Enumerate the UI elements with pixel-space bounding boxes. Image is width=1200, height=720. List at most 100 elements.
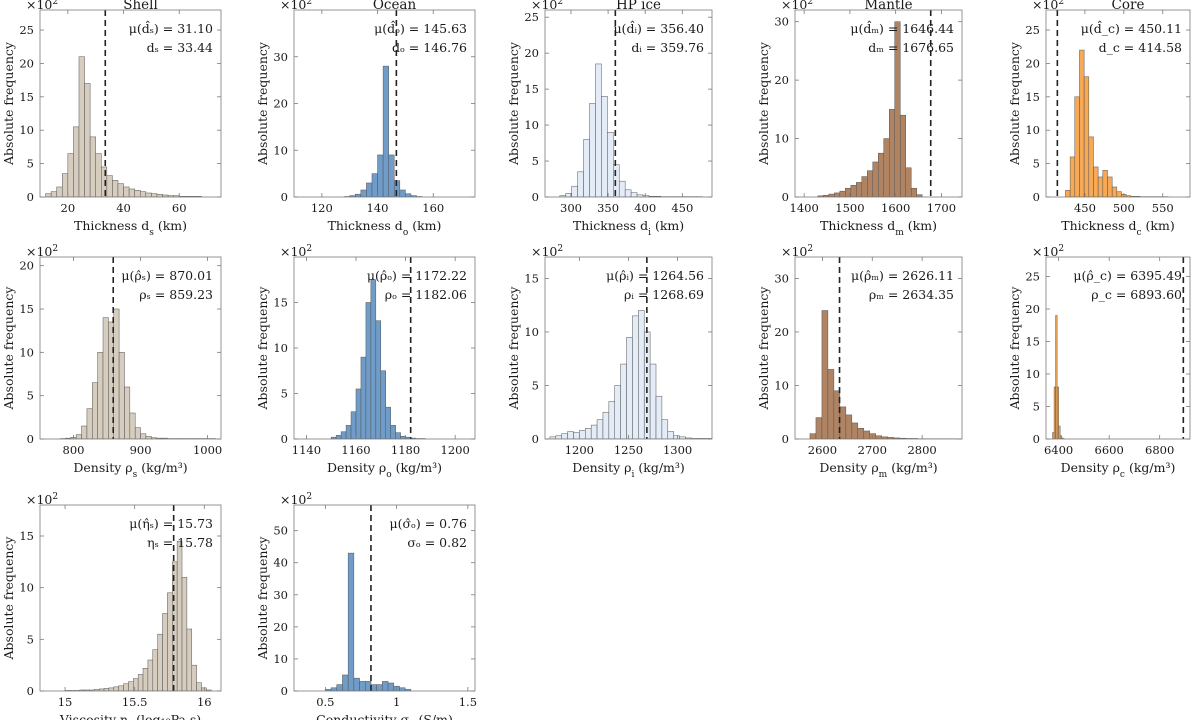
x-tick-label: 550 [1152,201,1174,215]
histogram-bars [549,310,712,439]
histogram-bars [817,21,923,197]
y-scale-multiplier: ×102 [26,0,58,12]
histogram-bars [559,63,703,197]
histogram-bar [839,190,846,197]
y-axis-label: Absolute frequency [1,536,16,661]
histogram-bar [602,411,610,439]
panel-ice-density: 1200 1250 1300 0 5 10 15 Density ρi (kg/m³) Abso… [506,244,713,480]
x-axis-label: Density ρs (kg/m³) [73,460,187,480]
histogram-bar [387,682,395,691]
x-tick-label: 60 [172,201,187,215]
y-tick-label: 10 [1025,367,1040,381]
y-tick-label: 15 [1025,335,1040,349]
histogram-bar [399,687,406,691]
histogram-bar [590,424,598,439]
histogram-bar [851,422,859,439]
histogram-bar [345,425,352,439]
y-tick-label: 0 [27,190,34,204]
y-tick-label: 0 [532,190,539,204]
x-tick-label: 20 [61,201,76,215]
histogram-bar [596,419,604,439]
histogram-bar [875,435,882,439]
histogram-bar [867,170,874,197]
histogram-bar [196,682,202,691]
axes-frame [293,504,476,692]
x-tick-label: 120 [311,201,333,215]
panel-mantle-density: 2600 2700 2800 0 10 20 30 Density ρm (kg/m³) Abs… [756,244,963,480]
histogram-bar [89,136,96,197]
histogram-bar [375,320,382,439]
y-tick-label: 5 [27,389,34,403]
histogram-bar [400,436,406,439]
histogram-bar [624,189,632,197]
histogram-bar [102,317,109,439]
histogram-bar [108,687,115,691]
y-tick-label: 20 [774,325,789,339]
histogram-bar [655,395,663,439]
histogram-bar [1074,96,1080,197]
histogram-bars [809,310,960,439]
y-tick-label: 10 [19,123,34,137]
stat-mean-estimate: μ(ρ̂ₘ) = 2626.11 [851,268,954,283]
histogram-bar [614,385,621,439]
histogram-bar [673,435,680,439]
x-tick-label: 1.5 [459,695,477,709]
y-axis-label: Absolute frequency [1,286,16,411]
axes-frame [1045,9,1191,198]
histogram-bar [607,132,614,197]
histogram-bar [856,182,863,197]
y-tick-label: 40 [273,556,288,570]
x-axis-label: Density ρm (kg/m³) [819,460,937,480]
y-tick-label: 10 [1025,123,1040,137]
histogram-bar [73,126,80,197]
histogram-bar [1065,190,1071,197]
y-scale-multiplier: ×102 [781,244,813,259]
histogram-bar [350,411,357,439]
histogram-bar [370,279,377,439]
histogram-bar [152,649,158,691]
x-tick-label: 300 [560,201,582,215]
histogram-bar [84,83,91,197]
histogram-bar [388,154,395,197]
histogram-bar [1107,176,1113,197]
histogram-bar [360,356,367,439]
histogram-bar [916,194,923,197]
y-scale-multiplier: ×102 [531,0,563,12]
stat-true-value: ρₛ = 859.23 [139,287,213,302]
y-tick-label: 20 [273,620,288,634]
histogram-bar [899,114,906,197]
stat-mean-estimate: μ(ρ̂ₛ) = 870.01 [121,268,213,283]
histogram-bar [827,369,835,439]
y-tick-label: 0 [1033,432,1040,446]
y-tick-label: 0 [532,432,539,446]
histogram-bar [872,161,879,197]
histogram-bar [385,406,391,439]
histogram-bar [92,382,98,439]
y-tick-label: 10 [273,143,288,157]
x-axis-label: Thickness di (km) [573,218,684,238]
axes-frame [794,256,963,440]
histogram-bars [330,279,426,439]
histogram-bar [176,540,183,691]
y-scale-multiplier: ×102 [280,0,312,12]
histogram-bar [863,430,871,439]
stat-true-value: d_c = 414.58 [1099,40,1182,55]
stat-true-value: dₛ = 33.44 [147,40,213,55]
histogram-bars [59,308,216,439]
histogram-bar [162,613,168,691]
x-axis-label: Thickness dm (km) [820,218,937,238]
y-tick-label: 0 [27,684,34,698]
y-tick-label: 10 [19,345,34,359]
histogram-bar [142,668,149,691]
histogram-bar [366,182,373,197]
x-tick-label: 800 [63,443,85,457]
histogram-bar [147,659,154,691]
histogram-bar [86,408,93,439]
histogram-bar [123,186,130,197]
histogram-bar [1055,315,1058,439]
histogram-bar [1079,49,1085,197]
histogram-bar [638,310,645,439]
histogram-bar [399,189,406,197]
y-scale-multiplier: ×102 [1032,244,1064,259]
histogram-bar [661,419,669,439]
